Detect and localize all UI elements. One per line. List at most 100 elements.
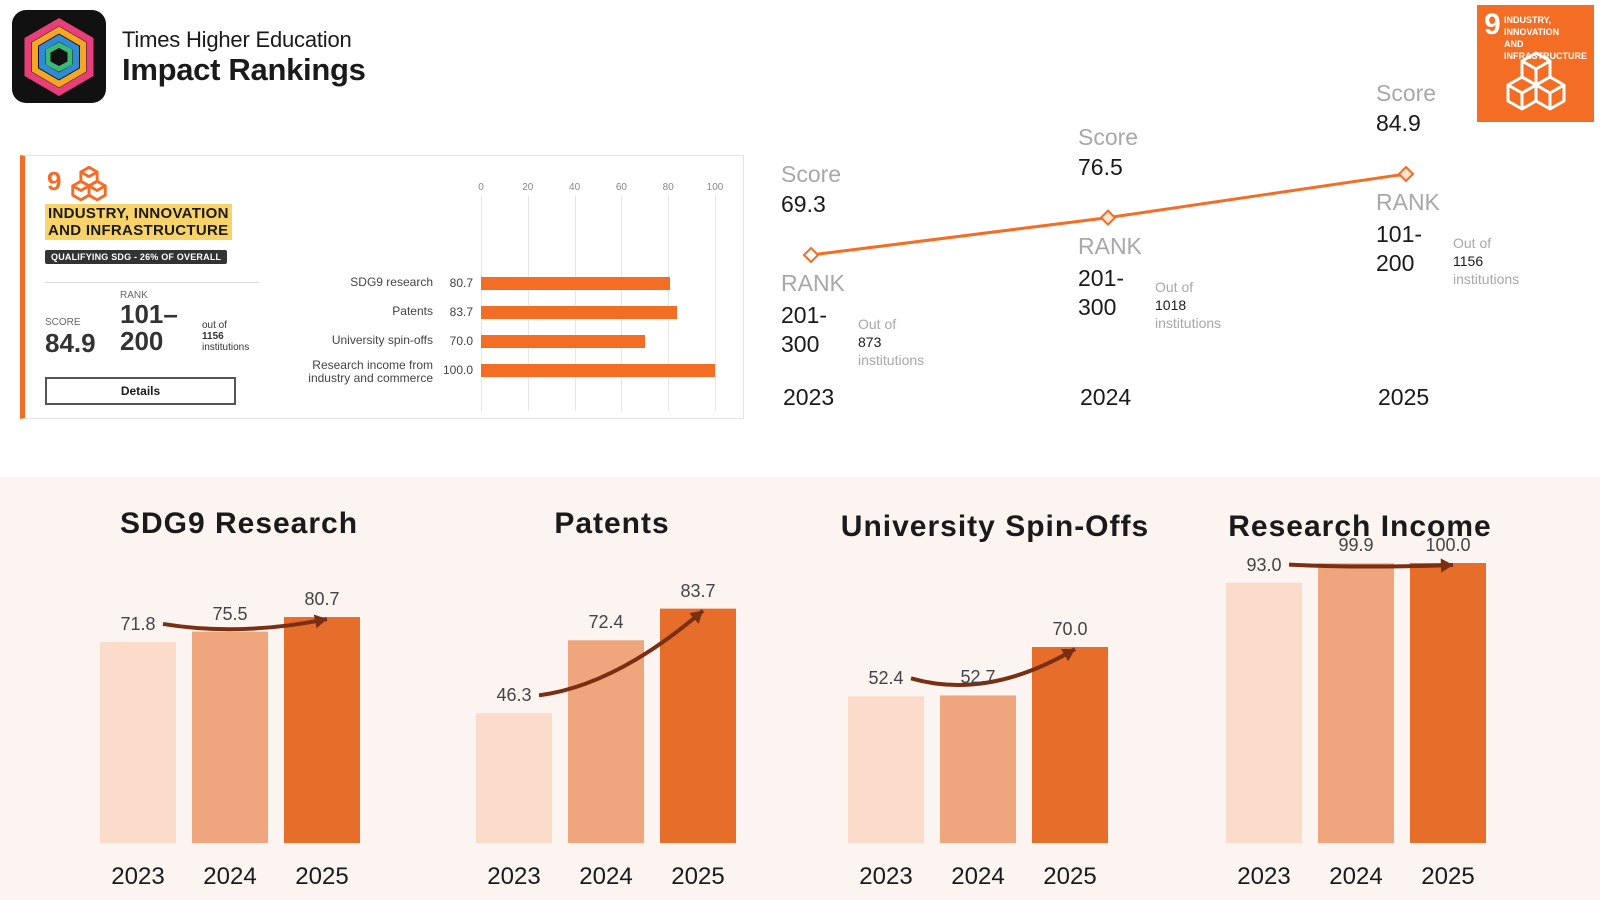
out-of-label: Out of [1453, 235, 1492, 251]
x-tick-label: 2023 [1237, 863, 1291, 890]
sdg-badge-text: AND INFRASTRUCTURE [1504, 39, 1587, 61]
indicator-label: Research income from industry and commerc… [225, 359, 433, 385]
bar-2023 [476, 713, 552, 843]
axis-tick-label: 100 [706, 182, 724, 193]
year-label: 2023 [783, 384, 835, 410]
year-label: 2025 [1378, 384, 1430, 410]
gridline [668, 196, 670, 411]
trend-chart-svg [476, 608, 736, 843]
indicator-label-line: industry and commerce [308, 371, 433, 385]
indicator-bar [481, 335, 645, 348]
timeline-line [802, 165, 1415, 264]
trend-chart-svg [1226, 558, 1486, 843]
rank-label: RANK [120, 290, 148, 301]
indicator-value: 100.0 [442, 363, 473, 377]
x-tick-label: 2023 [111, 863, 165, 890]
chart-title: SDG9 Research [119, 507, 359, 540]
bar-2024 [192, 631, 268, 843]
chart-title: Research Income [1228, 510, 1492, 543]
bar-2025 [1410, 563, 1486, 843]
rank-line: 300 [1078, 293, 1117, 320]
details-button[interactable]: Details [45, 377, 236, 405]
trend-arrow [162, 617, 328, 632]
bar-value-label: 99.9 [1338, 535, 1374, 556]
axis-tick-label: 80 [662, 182, 674, 193]
bar-2023 [848, 696, 924, 843]
x-tick-label: 2025 [1421, 863, 1475, 890]
bar-2025 [660, 608, 736, 843]
bar-value-label: 75.5 [212, 603, 248, 624]
trend-chart-svg [848, 647, 1108, 843]
rank-value: 101– 200 [120, 301, 178, 355]
divider [45, 282, 259, 283]
trend-arrow-head [1440, 558, 1453, 573]
score-label: Score [1376, 80, 1437, 106]
x-tick-label: 2024 [579, 863, 633, 890]
goal-title-line: INDUSTRY, INNOVATION [48, 205, 229, 222]
bar-value-label: 72.4 [588, 612, 624, 633]
out-of-text: Out of 1156 institutions [1453, 234, 1519, 288]
goal-title: INDUSTRY, INNOVATION AND INFRASTRUCTURE [45, 204, 232, 240]
indicator-label-line: Patents [392, 304, 433, 318]
out-of-count: 1156 [1453, 253, 1484, 269]
out-of-text: Out of 1018 institutions [1155, 278, 1221, 332]
axis-tick-label: 40 [569, 182, 581, 193]
out-of-count: 873 [858, 334, 882, 350]
out-of-text: out of 1156 institutions [202, 320, 249, 353]
institutions-label: institutions [858, 352, 925, 368]
trend-arrow-head [1061, 648, 1075, 662]
indicator-value: 80.7 [449, 276, 473, 290]
axis-tick-label: 60 [615, 182, 627, 193]
trend-arrow [910, 647, 1077, 687]
rank-value: 201- 300 [1078, 264, 1124, 322]
bar-2024 [1318, 563, 1394, 843]
year-label: 2024 [1080, 384, 1132, 410]
rank-label: RANK [1376, 189, 1440, 215]
score-label: Score [781, 161, 842, 187]
score-value: 84.9 [45, 328, 96, 358]
rank-line: 201- [1078, 264, 1125, 291]
bar-value-label: 80.7 [304, 589, 340, 610]
trend-arrow-head [313, 614, 327, 629]
chart-title: University Spin-Offs [840, 510, 1150, 543]
out-of-count: 1156 [202, 331, 224, 342]
qualifying-badge: QUALIFYING SDG - 26% OF OVERALL [45, 250, 228, 264]
rank-line: 101- [1376, 221, 1423, 247]
goal-title-line: AND INFRASTRUCTURE [48, 222, 229, 239]
indicator-label-line: Research income from [312, 358, 433, 372]
bar-value-label: 83.7 [680, 580, 716, 601]
institutions-label: institutions [1155, 314, 1222, 331]
bar-2025 [284, 617, 360, 843]
rank-line: 200 [120, 326, 164, 356]
axis-tick-label: 20 [522, 182, 534, 193]
sdg-badge-number: 9 [1484, 8, 1501, 41]
x-tick-label: 2024 [1329, 863, 1383, 890]
bar-2023 [1226, 582, 1302, 843]
rank-label: RANK [781, 270, 845, 296]
bar-2023 [100, 641, 176, 843]
out-of-label: Out of [858, 316, 897, 332]
the-logo [12, 10, 106, 103]
gridline [527, 196, 529, 411]
sdg9-badge: 9 INDUSTRY, INNOVATION AND INFRASTRUCTUR… [1477, 5, 1594, 122]
x-tick-label: 2023 [859, 863, 913, 890]
institutions-label: institutions [1453, 271, 1520, 287]
x-tick-label: 2025 [295, 863, 349, 890]
score-value: 76.5 [1078, 153, 1123, 180]
bar-value-label: 52.7 [960, 667, 996, 688]
bar-value-label: 46.3 [496, 685, 532, 706]
score-timeline: Score 69.3 RANK 201- 300 Out of 873 institution… [760, 80, 1560, 430]
bar-value-label: 70.0 [1052, 619, 1088, 639]
indicator-value: 83.7 [449, 305, 473, 319]
trend-arrow-head [689, 610, 703, 624]
bar-value-label: 71.8 [120, 613, 156, 634]
indicator-bar [481, 364, 715, 377]
indicator-bar [481, 306, 677, 319]
indicator-label-line: University spin-offs [331, 333, 433, 347]
indicator-label: Patents [225, 305, 433, 318]
trend-arrow [538, 609, 705, 698]
x-tick-label: 2023 [487, 863, 541, 890]
out-of-line: out of [202, 320, 228, 331]
indicator-value: 70.0 [449, 334, 473, 348]
bar-value-label: 100.0 [1425, 535, 1471, 555]
